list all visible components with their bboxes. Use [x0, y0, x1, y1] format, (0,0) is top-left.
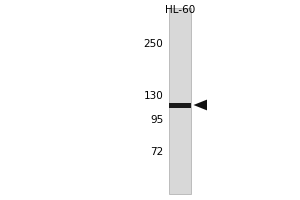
Text: 250: 250	[144, 39, 164, 49]
Text: 95: 95	[150, 115, 164, 125]
Bar	[169, 103, 190, 108]
Bar	[169, 8, 190, 194]
Text: 72: 72	[150, 147, 164, 157]
Polygon shape	[194, 100, 207, 110]
Text: 130: 130	[144, 91, 164, 101]
Text: HL-60: HL-60	[165, 5, 195, 15]
